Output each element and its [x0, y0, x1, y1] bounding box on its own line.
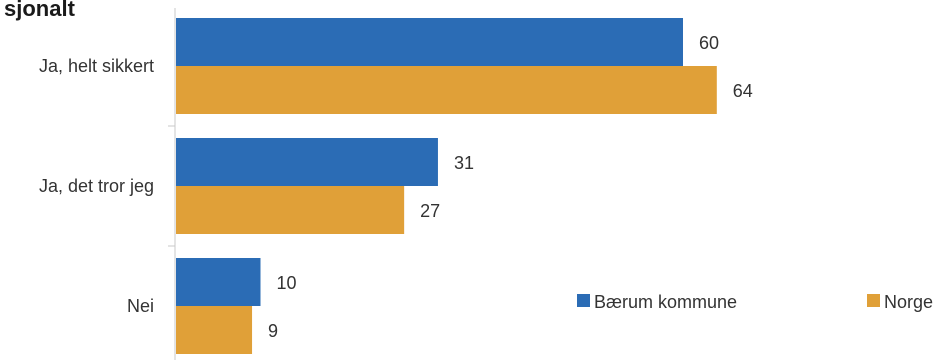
value-label-norge-nei: 9 — [268, 321, 278, 341]
legend-swatch-baerum — [577, 294, 590, 307]
bar-bærum-kommune-nei — [176, 258, 261, 306]
legend-label-baerum: Bærum kommune — [594, 292, 737, 312]
legend: Bærum kommune Norge — [577, 292, 933, 312]
bar-norge-ja-det-tror-jeg — [176, 186, 405, 234]
chart-title: sjonalt — [4, 0, 76, 21]
value-label-norge-ja-det-tror-jeg: 27 — [420, 201, 440, 221]
bar-norge-nei — [176, 306, 253, 354]
legend-swatch-norge — [867, 294, 880, 307]
bar-norge-ja-helt-sikkert — [176, 66, 717, 114]
category-label-ja-helt-sikkert: Ja, helt sikkert — [39, 56, 154, 76]
value-label-bærum-kommune-nei: 10 — [277, 273, 297, 293]
bar-bærum-kommune-ja-helt-sikkert — [176, 18, 683, 66]
category-label-nei: Nei — [127, 296, 154, 316]
value-label-bærum-kommune-ja-det-tror-jeg: 31 — [454, 153, 474, 173]
legend-label-norge: Norge — [884, 292, 933, 312]
value-label-bærum-kommune-ja-helt-sikkert: 60 — [699, 33, 719, 53]
category-label-ja-det-tror-jeg: Ja, det tror jeg — [39, 176, 154, 196]
bar-bærum-kommune-ja-det-tror-jeg — [176, 138, 438, 186]
value-label-norge-ja-helt-sikkert: 64 — [733, 81, 753, 101]
